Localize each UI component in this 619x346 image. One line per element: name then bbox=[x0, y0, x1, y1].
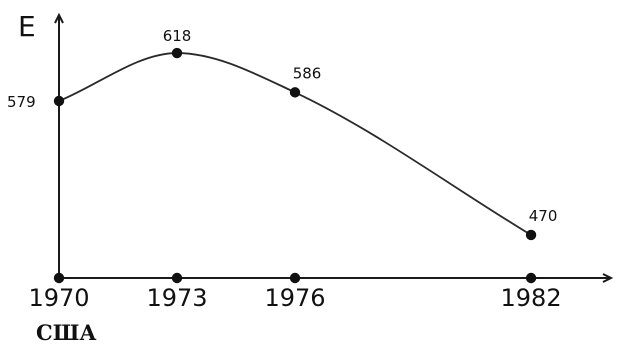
data-label-1973: 618 bbox=[163, 27, 192, 45]
series-layer bbox=[58, 52, 532, 236]
x-tick-label-1982: 1982 bbox=[501, 284, 562, 312]
data-point-1976 bbox=[289, 87, 301, 98]
data-point-1973 bbox=[171, 47, 183, 59]
data-label-1970: 579 bbox=[7, 93, 36, 111]
x-tick-label-1970: 1970 bbox=[28, 284, 89, 312]
x-tick-marker-1982 bbox=[525, 272, 537, 284]
axes bbox=[54, 12, 614, 283]
ticks-layer: 1970 1973 1976 1982 bbox=[28, 272, 562, 312]
points-layer bbox=[53, 47, 537, 241]
data-point-1982 bbox=[525, 229, 537, 241]
x-tick-label-1973: 1973 bbox=[146, 284, 207, 312]
x-tick-marker-1973 bbox=[171, 272, 183, 284]
chart-caption: США bbox=[36, 320, 96, 345]
y-axis-title: Е bbox=[18, 10, 36, 43]
labels-layer: 579 618 586 470 bbox=[7, 27, 557, 225]
y-axis-arrow bbox=[54, 12, 64, 24]
x-tick-marker-1970 bbox=[53, 272, 65, 284]
x-tick-marker-1976 bbox=[289, 272, 301, 284]
data-label-1982: 470 bbox=[529, 207, 558, 225]
x-tick-label-1976: 1976 bbox=[264, 284, 325, 312]
x-axis-arrow bbox=[602, 273, 614, 283]
data-label-1976: 586 bbox=[293, 64, 322, 82]
series-line bbox=[58, 52, 532, 236]
data-point-1970 bbox=[53, 95, 65, 107]
